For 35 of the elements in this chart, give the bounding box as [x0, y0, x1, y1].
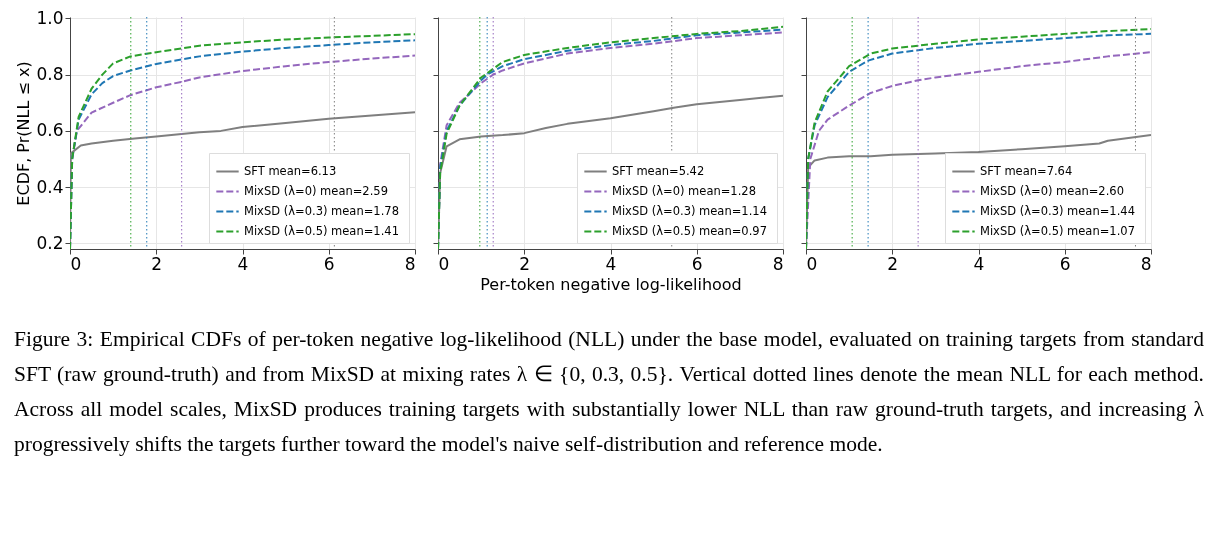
x-tick-label: 0 — [70, 253, 82, 274]
x-tick-label: 2 — [887, 253, 899, 274]
legend-label: SFT mean=7.64 — [980, 163, 1073, 178]
y-tick-label: 0.6 — [36, 120, 64, 141]
caption: Figure 3: Empirical CDFs of per-token negative log-likelihood (NLL) under the base model, evaluated on training targets from standard SFT (raw ground-truth) and from MixSD at mixing rates λ ∈ {0, 0.3, 0.5}. Vertical dotted lines denote the mean NLL for each method. Across all model scales, MixSD produces training targets with substantially lower NLL than raw ground-truth targets, and increasing λ progressively shifts the targets further toward the model's naive self-distribution and reference mode. — [14, 326, 1204, 458]
y-axis-title: ECDF, Pr(NLL ≤ x) — [14, 61, 34, 206]
x-tick-label: 0 — [438, 253, 450, 274]
x-axis-title: Per-token negative log-likelihood — [480, 274, 742, 294]
x-tick-label: 6 — [323, 253, 335, 274]
x-tick-label: 4 — [237, 253, 249, 274]
y-tick-label: 1.0 — [36, 7, 64, 28]
legend-label: MixSD (λ=0.3) mean=1.14 — [612, 203, 767, 218]
legend-label: MixSD (λ=0.5) mean=1.41 — [244, 223, 399, 238]
legend-label: MixSD (λ=0.3) mean=1.78 — [244, 203, 399, 218]
x-tick-label: 8 — [1140, 253, 1152, 274]
y-tick-label: 0.8 — [36, 64, 64, 85]
x-tick-label: 8 — [772, 253, 784, 274]
legend-label: MixSD (λ=0) mean=2.59 — [244, 183, 388, 198]
legend-label: MixSD (λ=0) mean=1.28 — [612, 183, 756, 198]
y-tick-label: 0.2 — [36, 232, 64, 253]
legend-label: SFT mean=5.42 — [612, 163, 705, 178]
legend-label: SFT mean=6.13 — [244, 163, 337, 178]
x-tick-label: 4 — [973, 253, 985, 274]
x-tick-label: 8 — [404, 253, 416, 274]
legend-label: MixSD (λ=0) mean=2.60 — [980, 183, 1124, 198]
x-tick-label: 2 — [151, 253, 163, 274]
x-tick-label: 6 — [1059, 253, 1071, 274]
x-tick-label: 6 — [691, 253, 703, 274]
legend-label: MixSD (λ=0.5) mean=0.97 — [612, 223, 767, 238]
y-tick-label: 0.4 — [36, 176, 64, 197]
legend-label: MixSD (λ=0.5) mean=1.07 — [980, 223, 1135, 238]
legend-label: MixSD (λ=0.3) mean=1.44 — [980, 203, 1135, 218]
x-tick-label: 4 — [605, 253, 617, 274]
x-tick-label: 2 — [519, 253, 531, 274]
x-tick-label: 0 — [806, 253, 818, 274]
